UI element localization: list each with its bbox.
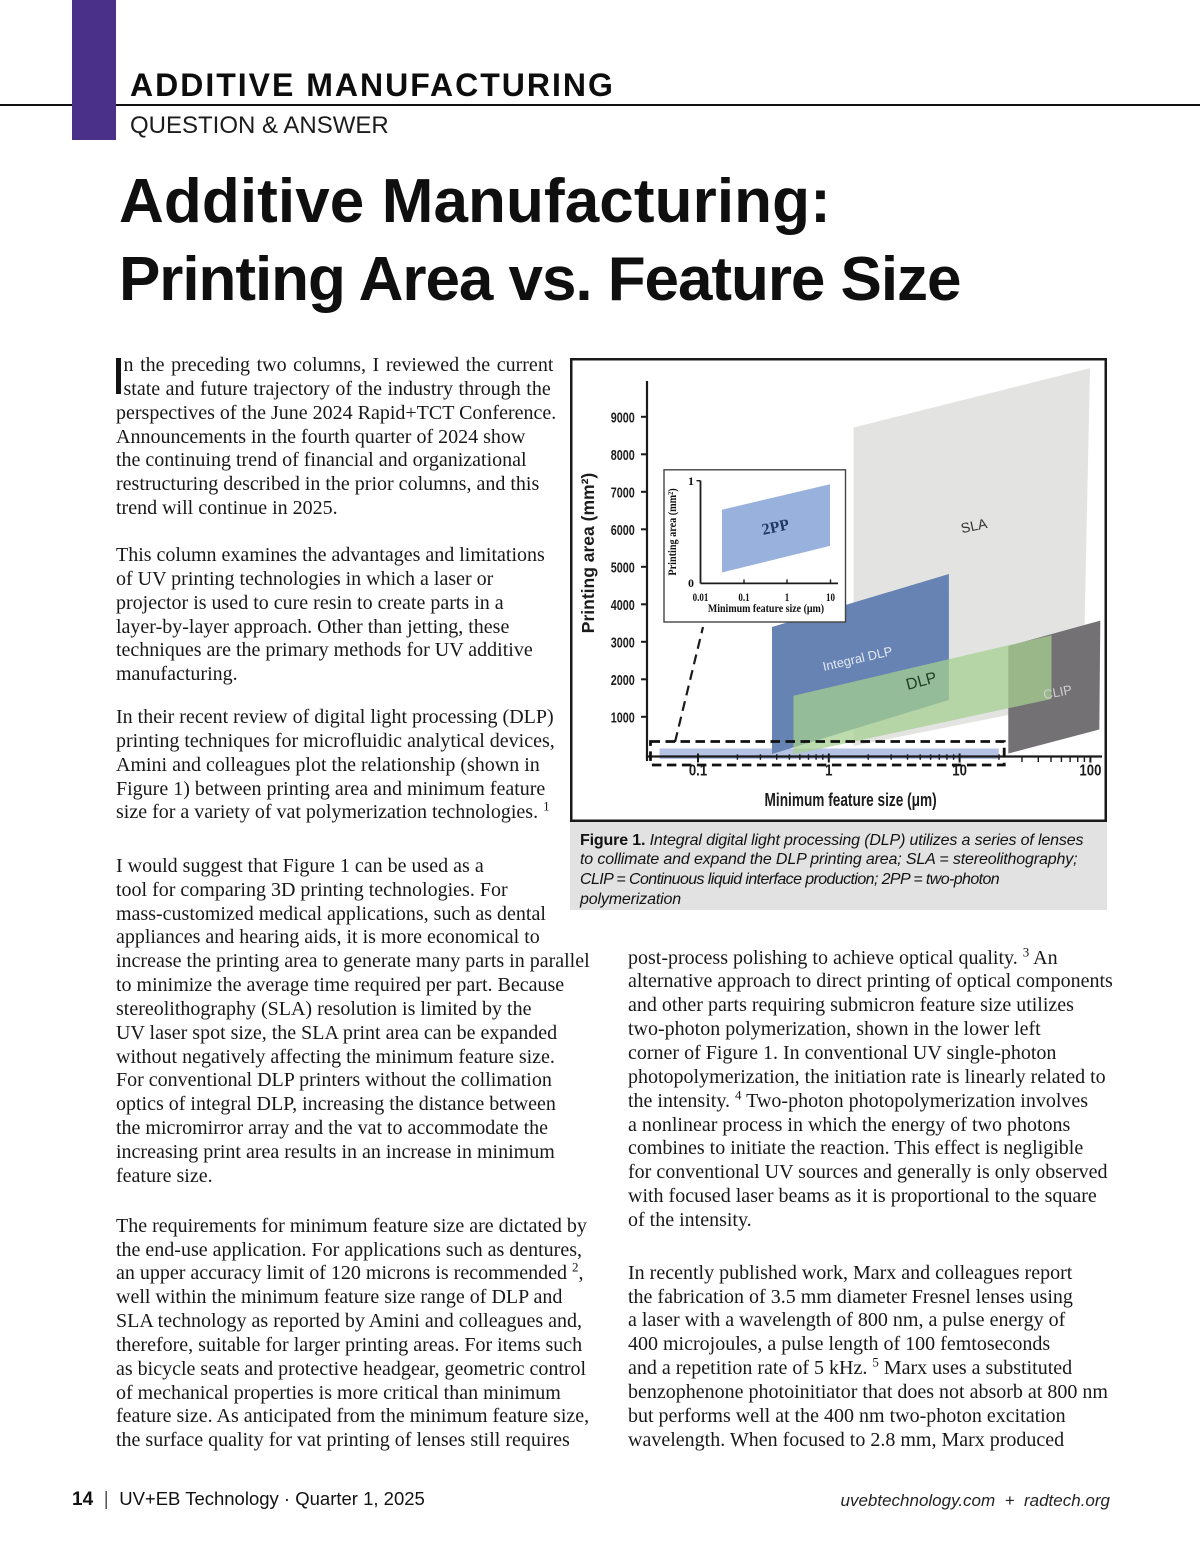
svg-text:2000: 2000 — [611, 671, 635, 688]
svg-text:1: 1 — [785, 592, 789, 604]
svg-text:CLIP: CLIP — [1042, 682, 1073, 702]
svg-text:6000: 6000 — [611, 521, 635, 538]
svg-text:10: 10 — [952, 763, 967, 780]
svg-text:100: 100 — [1079, 763, 1101, 780]
svg-text:0.1: 0.1 — [738, 592, 749, 604]
svg-text:Minimum feature size (μm): Minimum feature size (μm) — [765, 790, 937, 810]
svg-text:Printing area (mm²): Printing area (mm²) — [578, 473, 598, 633]
svg-text:4000: 4000 — [611, 596, 635, 613]
svg-text:9000: 9000 — [611, 409, 635, 426]
svg-text:Minimum feature size (μm): Minimum feature size (μm) — [708, 602, 825, 615]
svg-text:1000: 1000 — [611, 709, 635, 726]
svg-text:SLA: SLA — [959, 515, 989, 536]
svg-text:2PP: 2PP — [760, 516, 791, 538]
svg-text:1: 1 — [825, 763, 832, 780]
svg-text:0.1: 0.1 — [689, 763, 707, 780]
svg-text:0: 0 — [688, 576, 694, 590]
svg-text:10: 10 — [826, 592, 835, 604]
svg-text:Printing area (mm²): Printing area (mm²) — [666, 488, 679, 575]
svg-text:1: 1 — [688, 474, 694, 488]
svg-text:0.01: 0.01 — [693, 592, 709, 604]
svg-text:5000: 5000 — [611, 559, 635, 576]
svg-text:8000: 8000 — [611, 446, 635, 463]
svg-text:7000: 7000 — [611, 484, 635, 501]
svg-text:3000: 3000 — [611, 634, 635, 651]
